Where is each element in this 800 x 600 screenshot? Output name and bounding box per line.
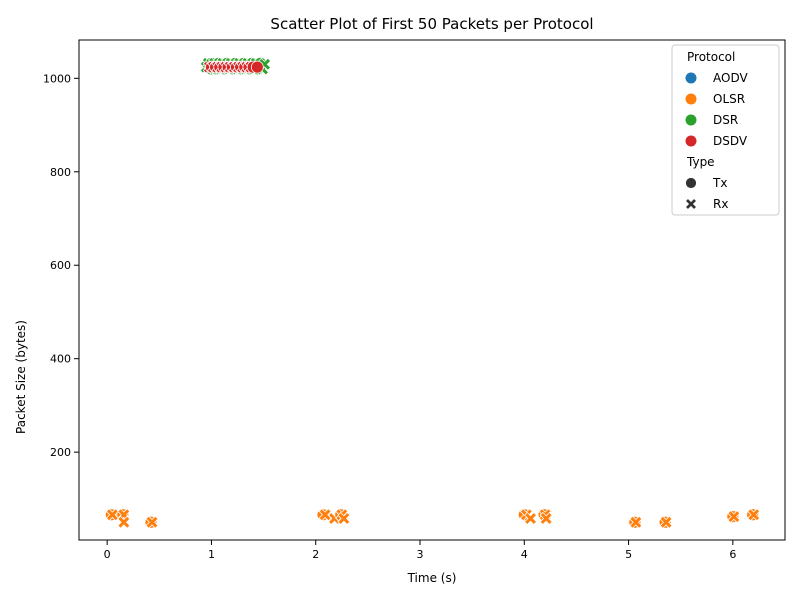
x-tick-label: 2 [312,548,319,561]
x-tick-label: 5 [625,548,632,561]
legend-label-olsr: OLSR [713,92,745,106]
rx-point [727,510,741,524]
rx-point [539,511,553,526]
y-tick-label: 1000 [43,72,71,85]
x-tick-label: 6 [729,548,736,561]
legend-marker-dsr [685,114,697,126]
legend-marker-aodv [685,72,697,84]
data-points [104,56,761,529]
y-tick-label: 400 [50,353,71,366]
legend-marker-dsdv [685,135,697,147]
rx-point [523,511,538,526]
y-tick-label: 800 [50,166,71,179]
rx-point [337,511,351,526]
legend-hue-title: Protocol [687,50,735,64]
y-tick-label: 600 [50,259,71,272]
x-axis-label: Time (s) [407,571,457,585]
x-tick-label: 3 [417,548,424,561]
rx-point [117,515,131,529]
rx-point [747,508,761,522]
legend-label-aodv: AODV [713,71,748,85]
y-tick-label: 200 [50,446,71,459]
tx-point [250,60,264,74]
x-tick-label: 1 [208,548,215,561]
x-axis: 0 1 2 3 4 5 6 [104,540,736,561]
y-axis: 200 400 600 800 1000 [43,72,79,459]
rx-point [659,515,673,529]
legend-label-rx: Rx [713,197,728,211]
y-axis-label: Packet Size (bytes) [14,320,28,434]
plot-area [78,39,786,541]
legend-marker-rx [684,197,698,211]
legend-label-dsdv: DSDV [713,134,748,148]
series-dsdv [202,60,264,74]
x-tick-label: 0 [104,548,111,561]
x-tick-label: 4 [521,548,528,561]
legend-box [671,44,780,216]
legend-style-title: Type [686,155,715,169]
legend-marker-olsr [685,93,697,105]
rx-point [629,515,643,529]
legend: Protocol AODV OLSR DSR DSDV Type Tx Rx [671,44,780,216]
legend-label-dsr: DSR [713,113,738,127]
rx-point [145,515,159,529]
legend-label-tx: Tx [712,176,727,190]
chart-title: Scatter Plot of First 50 Packets per Pro… [270,15,593,33]
series-olsr [104,508,761,529]
legend-marker-tx [685,177,697,189]
